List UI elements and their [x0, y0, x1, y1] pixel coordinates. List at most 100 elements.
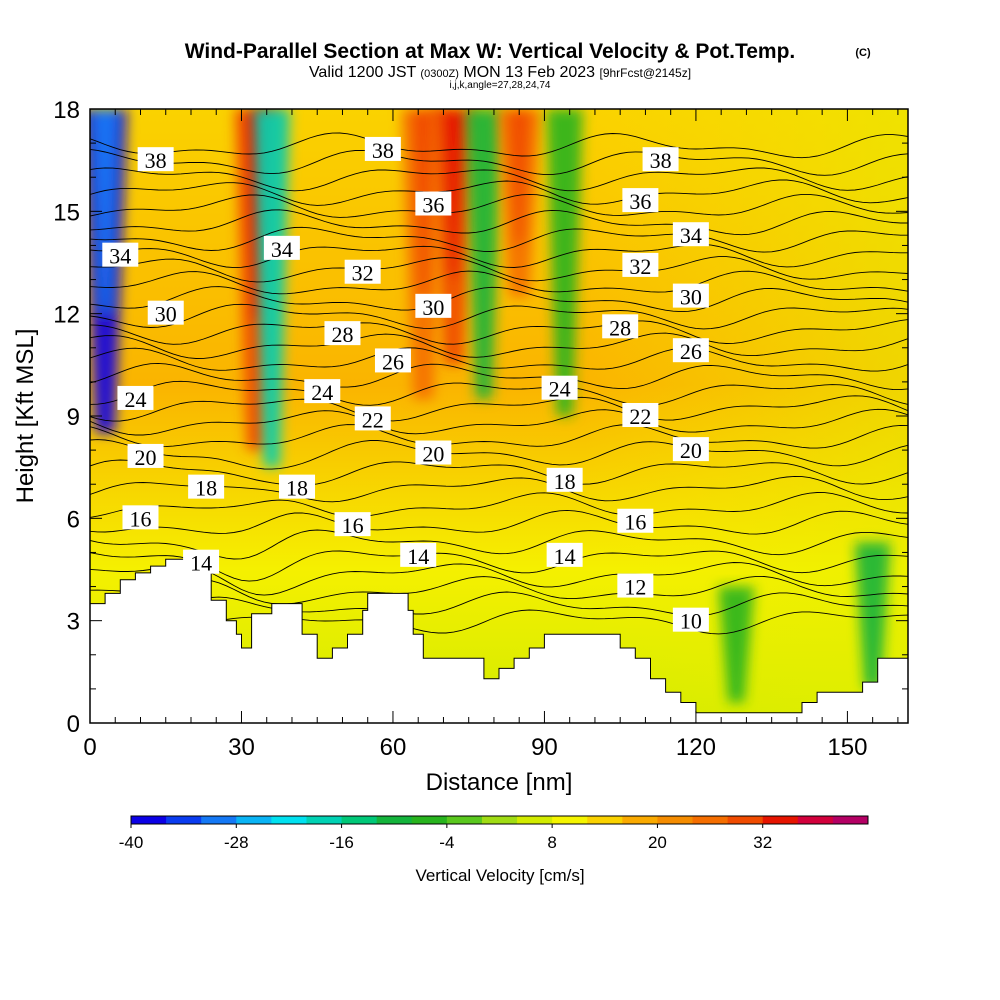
colorbar-swatch — [446, 816, 483, 824]
colorbar-swatch — [622, 816, 658, 824]
isentrope-line — [90, 332, 908, 359]
isentrope-line — [90, 303, 908, 330]
colorbar-swatch — [832, 816, 869, 824]
isentrope-label: 30 — [415, 293, 452, 320]
isentrope-label: 34 — [263, 235, 300, 262]
isentrope-line — [90, 380, 908, 407]
svg-text:34: 34 — [271, 237, 293, 262]
colorbar-swatch — [306, 816, 343, 824]
svg-text:30: 30 — [680, 285, 702, 310]
svg-text:22: 22 — [629, 404, 651, 429]
y-tick-label: 0 — [67, 711, 80, 738]
colorbar-swatch — [762, 816, 799, 824]
y-tick-label: 18 — [53, 97, 80, 124]
isentrope-line — [90, 475, 908, 503]
svg-text:36: 36 — [422, 193, 444, 218]
colorbar-swatch — [411, 816, 448, 824]
isentrope-line — [90, 575, 908, 605]
x-tick-label: 30 — [228, 734, 255, 761]
svg-text:18: 18 — [554, 469, 576, 494]
colorbar-swatch — [341, 816, 378, 824]
colorbar-swatch — [271, 816, 307, 824]
isentrope-label: 18 — [546, 467, 583, 494]
y-tick-label: 9 — [67, 404, 80, 431]
isentrope-line — [90, 459, 908, 486]
colorbar-tick-label: 32 — [753, 833, 772, 852]
isentrope-line — [90, 550, 908, 582]
isentrope-label: 30 — [672, 283, 709, 310]
grid-indices: i,j,k,angle=27,28,24,74 — [450, 80, 551, 91]
y-tick-label: 12 — [53, 302, 80, 329]
x-tick-label: 60 — [380, 734, 407, 761]
isentrope-label: 24 — [541, 375, 578, 402]
svg-text:10: 10 — [680, 609, 702, 634]
isentrope-label: 22 — [354, 406, 391, 432]
terrain-mask — [90, 558, 908, 723]
svg-text:26: 26 — [382, 349, 404, 374]
isentrope-label: 20 — [672, 437, 709, 463]
isentrope-label: 34 — [102, 242, 139, 269]
velocity-band — [90, 109, 128, 434]
svg-text:38: 38 — [145, 148, 167, 173]
svg-text:14: 14 — [554, 544, 576, 569]
svg-text:20: 20 — [680, 438, 702, 463]
isentrope-line — [90, 319, 908, 345]
isentrope-label: 38 — [137, 147, 174, 173]
x-tick-label: 90 — [531, 734, 558, 761]
colorbar-tick-label: -4 — [439, 833, 454, 852]
isentrope-line — [90, 362, 908, 391]
svg-text:24: 24 — [124, 387, 146, 412]
forecast-tag: [9hrFcst@2145z] — [599, 66, 691, 80]
isentrope-line — [90, 408, 908, 436]
chart-header: Wind-Parallel Section at Max W: Vertical… — [185, 40, 871, 91]
isentrope-line — [90, 226, 908, 253]
colorbar-frame — [130, 815, 869, 825]
velocity-band — [718, 586, 755, 703]
colorbar-swatch — [797, 816, 834, 824]
isentrope-label: 32 — [344, 259, 381, 286]
svg-text:28: 28 — [609, 315, 631, 340]
isentrope-label: 26 — [672, 338, 709, 364]
isentrope-label: 24 — [304, 379, 341, 405]
colorbar-swatch — [131, 816, 167, 824]
isentrope-line — [90, 562, 908, 596]
isentrope-line — [90, 256, 908, 283]
svg-text:22: 22 — [362, 407, 384, 432]
valid-small: (0300Z) — [420, 68, 459, 80]
colorbar-tick-label: 20 — [648, 833, 667, 852]
svg-text:20: 20 — [135, 445, 157, 470]
isentrope-label: 34 — [672, 222, 709, 248]
svg-text:14: 14 — [190, 551, 212, 576]
colorbar-tick-label: -40 — [119, 833, 144, 852]
isentrope-line — [90, 179, 908, 206]
svg-text:16: 16 — [624, 510, 646, 535]
svg-text:36: 36 — [629, 189, 651, 214]
colorbar-swatch — [166, 816, 202, 824]
colorbar-swatch — [587, 816, 623, 824]
colorbar-swatch — [376, 816, 413, 824]
isentrope-line — [90, 148, 908, 176]
isentrope-label: 38 — [642, 147, 679, 173]
svg-text:32: 32 — [352, 261, 374, 286]
isentrope-label: 28 — [324, 321, 361, 347]
svg-text:24: 24 — [549, 377, 571, 402]
isentrope-label: 18 — [188, 474, 225, 501]
chart-title-tag: (C) — [855, 47, 871, 59]
x-tick-label: 120 — [676, 734, 716, 761]
isentrope-label: 38 — [364, 136, 401, 163]
isentrope-line — [90, 529, 908, 560]
svg-text:30: 30 — [422, 295, 444, 320]
svg-text:30: 30 — [155, 302, 177, 327]
isentrope-line — [90, 209, 908, 236]
isentrope-label: 20 — [127, 443, 164, 470]
isentrope-line — [90, 132, 908, 159]
x-tick-label: 150 — [827, 734, 867, 761]
valid-time-line: Valid 1200 JST (0300Z) MON 13 Feb 2023 [… — [309, 64, 691, 81]
isentrope-line — [90, 424, 908, 449]
isentrope-label: 10 — [672, 607, 709, 634]
svg-text:18: 18 — [286, 476, 308, 501]
svg-text:34: 34 — [109, 244, 131, 269]
isentrope-label: 30 — [147, 300, 184, 327]
svg-text:28: 28 — [331, 322, 353, 347]
